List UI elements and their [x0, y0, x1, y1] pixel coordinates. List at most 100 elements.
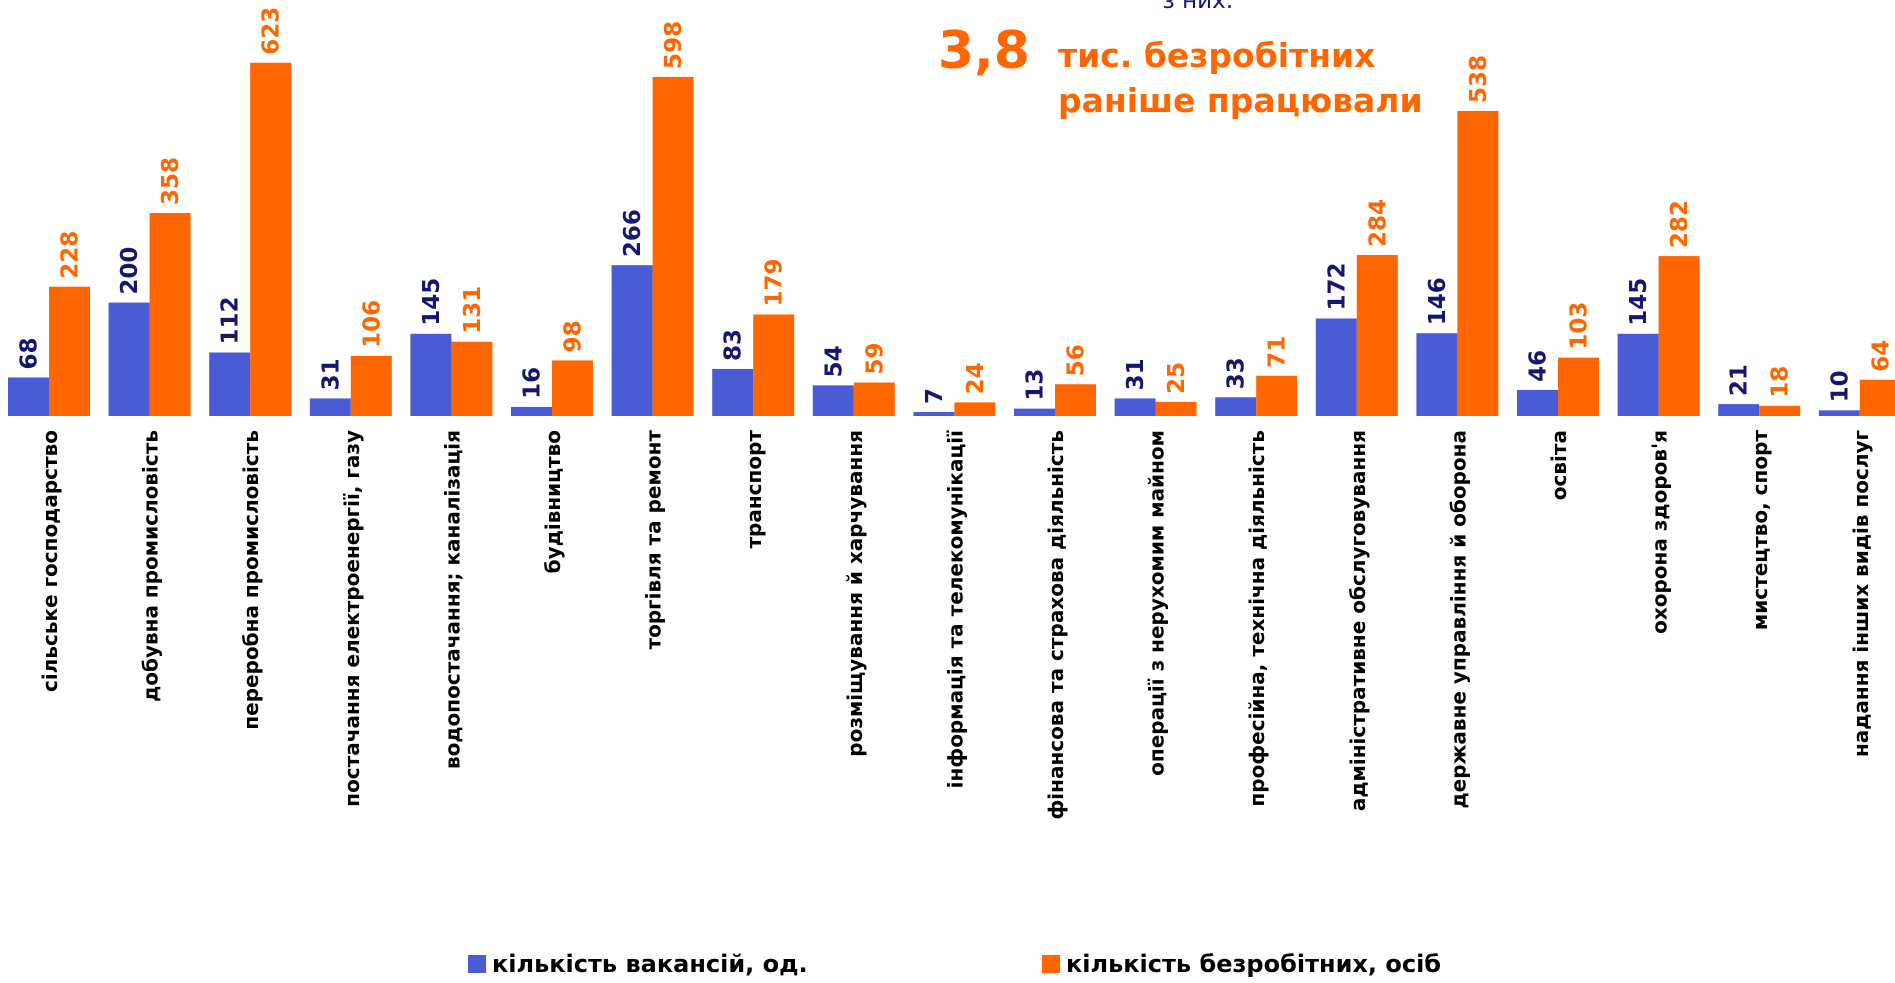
value-label: 282: [1667, 200, 1693, 248]
bar: [712, 368, 754, 416]
legend-swatch: [468, 955, 486, 973]
bar: [1718, 404, 1760, 416]
x-tick-label: торгівля та ремонт: [642, 430, 666, 650]
bar: [853, 382, 895, 416]
bar: [1658, 256, 1700, 416]
value-label: 538: [1466, 55, 1492, 103]
value-label: 64: [1868, 340, 1894, 372]
bar: [812, 385, 854, 416]
value-label: 131: [460, 286, 486, 334]
bar: [652, 76, 694, 417]
x-tick-label: транспорт: [742, 430, 766, 549]
value-label: 10: [1827, 370, 1853, 402]
legend-swatch: [1042, 955, 1060, 973]
x-tick-label: охорона здоров'я: [1648, 430, 1672, 634]
value-label: 21: [1727, 364, 1753, 396]
x-tick-label: надання інших видів послуг: [1849, 430, 1873, 757]
x-tick-label: державне управління й оборона: [1446, 430, 1470, 809]
x-tick-label: добувна промисловість: [139, 430, 163, 702]
bar: [1517, 389, 1558, 416]
bar: [49, 286, 90, 416]
value-label: 358: [158, 157, 184, 205]
value-label: 68: [17, 337, 43, 369]
value-label: 200: [117, 247, 143, 295]
value-label: 146: [1425, 277, 1451, 325]
value-label: 16: [520, 367, 546, 399]
value-label: 112: [218, 296, 244, 344]
bar: [1114, 398, 1156, 416]
bar: [1818, 410, 1860, 416]
value-label: 56: [1064, 344, 1090, 376]
bar: [250, 62, 292, 416]
value-label: 13: [1023, 369, 1049, 401]
annotation-line1: тис. безробітних: [1058, 36, 1375, 75]
value-label: 106: [359, 300, 385, 348]
bar: [1055, 384, 1096, 416]
x-tick-label: мистецтво, спорт: [1748, 430, 1772, 630]
bar: [1256, 375, 1298, 416]
value-label: 54: [821, 345, 847, 377]
value-label: 284: [1365, 199, 1391, 247]
x-tick-label: інформація та телекомунікації: [943, 430, 967, 788]
value-label: 25: [1164, 362, 1190, 394]
value-label: 179: [762, 258, 788, 306]
value-label: 31: [1123, 358, 1149, 390]
bar: [1617, 333, 1659, 416]
bar: [954, 402, 996, 416]
bar: [1014, 408, 1055, 416]
bar: [913, 412, 955, 416]
bar: [8, 377, 49, 416]
bar: [309, 398, 351, 416]
bar: [108, 302, 150, 416]
annotation-line2: раніше працювали: [1058, 81, 1423, 120]
value-label: 46: [1526, 350, 1552, 382]
value-label: 145: [1626, 278, 1652, 326]
x-tick-label: розміщування й харчування: [843, 430, 867, 757]
bar: [552, 360, 593, 416]
value-label: 33: [1224, 357, 1250, 389]
x-tick-label: постачання електроенергії, газу: [340, 430, 364, 807]
bar: [1155, 401, 1197, 416]
x-tick-label: операції з нерухомим майном: [1145, 430, 1169, 776]
value-label: 83: [721, 329, 747, 361]
legend-label: кількість вакансій, од.: [492, 950, 808, 978]
value-label: 103: [1567, 302, 1593, 350]
value-label: 598: [661, 21, 687, 69]
bar: [1859, 379, 1895, 416]
bar: [1215, 397, 1257, 416]
value-label: 31: [318, 358, 344, 390]
value-label: 18: [1768, 366, 1794, 398]
bar: [1558, 357, 1599, 416]
value-label: 98: [561, 320, 587, 352]
bar: [350, 355, 392, 416]
bar: [1457, 110, 1499, 416]
bar: [149, 213, 191, 416]
x-tick-label: фінансова та страхова діяльність: [1044, 430, 1068, 820]
x-tick-label: сільське господарство: [38, 430, 62, 692]
bar: [1356, 254, 1398, 416]
value-label: 266: [620, 209, 646, 257]
bar: [511, 406, 552, 416]
x-tick-label: професійна, технічна діяльність: [1245, 430, 1269, 807]
bar: [1315, 318, 1357, 416]
bar: [611, 265, 653, 416]
annotation-number: 3,8: [938, 21, 1030, 81]
bar: [451, 341, 493, 416]
legend-label: кількість безробітних, осіб: [1066, 950, 1441, 978]
bar: [1759, 405, 1801, 416]
x-tick-label: водопостачання; каналізація: [440, 430, 464, 769]
x-tick-label: будівництво: [541, 430, 565, 573]
bar: [753, 314, 795, 416]
bar: [209, 352, 251, 416]
x-tick-label: переробна промисловість: [239, 430, 263, 730]
value-label: 145: [419, 278, 445, 326]
value-label: 172: [1324, 262, 1350, 310]
value-label: 7: [922, 388, 948, 404]
bar: [410, 333, 452, 416]
bar: [1416, 333, 1458, 416]
x-tick-label: адміністративне обслуговування: [1346, 430, 1370, 811]
value-label: 59: [862, 343, 888, 375]
annotation-intro: з них:: [1163, 0, 1234, 14]
